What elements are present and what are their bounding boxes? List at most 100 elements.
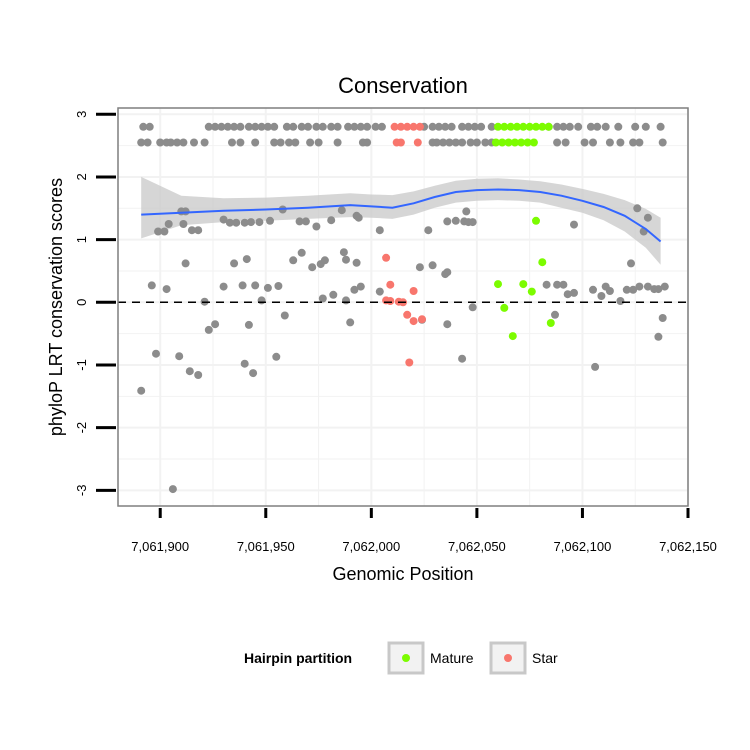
point-other <box>551 310 559 319</box>
point-other <box>451 138 460 147</box>
point-mature <box>500 122 509 131</box>
point-other <box>337 206 346 215</box>
point-other <box>553 122 562 131</box>
point-other <box>263 283 272 292</box>
point-other <box>228 138 236 147</box>
point-other <box>574 122 583 131</box>
point-other <box>643 282 652 291</box>
point-other <box>354 213 363 222</box>
point-other <box>339 248 348 257</box>
point-other <box>306 138 315 147</box>
point-other <box>605 287 614 295</box>
point-other <box>570 220 578 229</box>
point-star <box>413 138 422 147</box>
point-mature <box>538 122 547 131</box>
point-other <box>352 258 361 267</box>
point-star <box>409 287 418 295</box>
point-other <box>371 122 380 131</box>
point-other <box>285 138 293 147</box>
point-star <box>390 122 399 131</box>
point-other <box>597 292 606 300</box>
point-other <box>282 122 291 131</box>
point-other <box>295 217 304 226</box>
point-other <box>175 352 184 361</box>
point-other <box>580 138 589 147</box>
point-other <box>327 216 336 225</box>
confidence-ribbon <box>141 176 661 265</box>
point-mature <box>510 138 519 147</box>
point-other <box>257 122 266 131</box>
point-other <box>270 138 279 147</box>
point-other <box>333 138 342 147</box>
point-other <box>614 122 623 131</box>
legend-dot-star <box>504 654 512 662</box>
point-other <box>333 122 342 131</box>
y-tick-label: -2 <box>74 422 89 434</box>
point-other <box>658 138 667 147</box>
point-other <box>276 138 285 147</box>
point-mature <box>527 287 536 296</box>
point-other <box>631 122 640 131</box>
point-other <box>257 296 266 305</box>
point-other <box>466 138 475 147</box>
point-other <box>166 138 175 147</box>
point-other <box>605 138 614 147</box>
x-tick-label: 7,062,150 <box>659 539 717 554</box>
point-other <box>377 122 386 131</box>
point-other <box>236 138 245 147</box>
point-other <box>434 122 443 131</box>
point-other <box>230 259 239 268</box>
point-other <box>217 122 226 131</box>
x-axis: 7,061,900 7,061,950 7,062,000 7,062,050 7,06… <box>131 508 717 554</box>
point-other <box>591 362 600 371</box>
point-other <box>553 138 562 147</box>
point-other <box>329 290 338 299</box>
y-tick-label: 3 <box>74 111 89 118</box>
point-other <box>238 281 247 290</box>
point-other <box>542 280 551 289</box>
point-other <box>304 122 312 131</box>
point-other <box>194 226 203 235</box>
point-other <box>616 138 625 147</box>
legend: Hairpin partition Mature Star <box>244 641 558 675</box>
point-other <box>179 220 188 228</box>
point-other <box>223 122 232 131</box>
point-mature <box>538 258 547 267</box>
point-other <box>164 220 173 228</box>
x-tick-label: 7,062,100 <box>554 539 612 554</box>
point-other <box>308 263 317 272</box>
point-other <box>181 259 190 268</box>
point-mature <box>529 138 538 147</box>
point-star <box>403 122 412 131</box>
plot-panel-border <box>117 107 689 507</box>
point-other <box>570 288 578 297</box>
point-other <box>173 138 182 147</box>
point-other <box>139 122 148 131</box>
point-star <box>386 297 395 305</box>
point-other <box>346 318 355 327</box>
grid-lines <box>118 108 689 506</box>
point-other <box>363 138 372 147</box>
point-star <box>415 122 424 131</box>
point-other <box>291 138 300 147</box>
point-other <box>468 303 477 312</box>
point-other <box>219 215 228 224</box>
x-tick-label: 7,061,900 <box>131 539 189 554</box>
point-other <box>559 280 568 289</box>
y-axis-label: phyloP LRT conservation scores <box>46 178 66 436</box>
point-mature <box>508 332 517 341</box>
point-star <box>405 358 414 367</box>
point-mature <box>494 122 502 131</box>
point-other <box>593 122 602 131</box>
point-other <box>247 218 255 227</box>
point-star <box>418 315 426 324</box>
legend-label-mature: Mature <box>430 650 474 666</box>
point-other <box>629 138 638 147</box>
point-mature <box>523 138 532 147</box>
smooth-line-layer <box>141 188 662 243</box>
point-other <box>185 367 194 376</box>
point-other <box>263 122 272 131</box>
point-other <box>342 296 350 305</box>
point-other <box>563 290 572 299</box>
point-star <box>386 280 395 289</box>
